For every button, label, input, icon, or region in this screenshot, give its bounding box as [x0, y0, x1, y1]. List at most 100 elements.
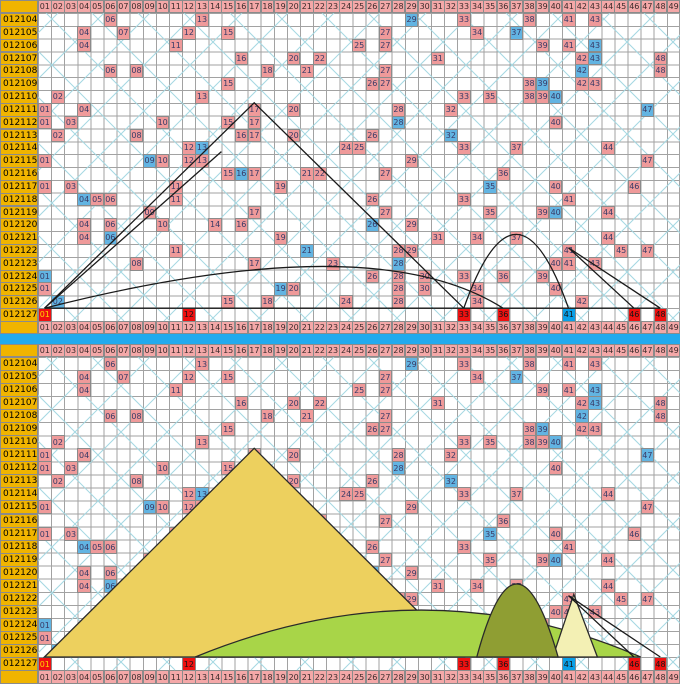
ball-cell: 40 [548, 604, 563, 619]
column-header-cell: 42 [575, 344, 589, 357]
column-header-cell: 29 [404, 344, 419, 357]
ball-cell: 46 [627, 526, 642, 541]
column-header-cell: 05 [90, 0, 104, 13]
column-header-cell: 32 [444, 344, 458, 357]
ball-cell: 03 [64, 179, 78, 194]
ball-cell: 07 [116, 370, 131, 385]
ball-cell: 36 [496, 269, 511, 284]
column-header-cell: 19 [273, 321, 288, 334]
ball-cell: 35 [483, 435, 497, 450]
ball-cell: 43 [588, 357, 602, 372]
ball-cell: 20 [286, 51, 301, 66]
ball-cell: 06 [103, 539, 118, 554]
column-header-cell: 36 [496, 0, 511, 13]
ball-cell: 20 [286, 396, 301, 411]
period-label: 012115 [0, 500, 38, 515]
special-ball-cell: 16 [234, 167, 249, 181]
column-header-cell: 29 [404, 670, 419, 684]
column-header-cell: 27 [378, 321, 393, 334]
column-header-cell: 47 [640, 0, 655, 13]
column-header-cell: 10 [155, 344, 170, 357]
ball-cell: 47 [640, 154, 655, 168]
column-header-cell: 34 [470, 344, 484, 357]
column-header-cell: 11 [169, 321, 183, 334]
period-label: 012108 [0, 409, 38, 424]
period-label: 012117 [0, 526, 38, 541]
column-header-cell: 03 [64, 670, 78, 684]
ball-cell: 48 [653, 409, 668, 424]
special-ball-cell: 40 [548, 205, 563, 220]
period-label: 012121 [0, 231, 38, 245]
column-header-cell: 21 [300, 670, 314, 684]
column-header-cell: 16 [234, 344, 249, 357]
ball-cell: 04 [77, 102, 91, 117]
column-header-cell: 25 [352, 321, 366, 334]
period-label: 012104 [0, 13, 38, 27]
column-header-cell: 04 [77, 344, 91, 357]
special-ball-cell: 43 [588, 383, 602, 398]
column-header-cell: 24 [339, 344, 353, 357]
column-header-cell: 49 [666, 0, 680, 13]
column-header-cell: 01 [38, 344, 52, 357]
column-header-cell: 29 [404, 321, 419, 334]
ball-cell: 32 [444, 448, 458, 463]
ball-cell: 01 [38, 102, 52, 117]
ball-cell: 11 [169, 383, 183, 398]
column-header-cell: 06 [103, 670, 118, 684]
trend-line [568, 247, 661, 309]
column-header-cell: 12 [182, 344, 196, 357]
column-header-cell: 12 [182, 0, 196, 13]
column-header-cell: 28 [391, 0, 406, 13]
column-header-cell: 04 [77, 670, 91, 684]
ball-cell: 38 [522, 435, 537, 450]
ball-cell: 02 [51, 90, 65, 104]
column-header-cell: 45 [614, 670, 628, 684]
column-header-cell: 12 [182, 321, 196, 334]
period-label: 012112 [0, 115, 38, 130]
column-header-cell: 17 [247, 321, 262, 334]
ball-cell: 37 [509, 141, 524, 156]
ball-cell: 25 [352, 487, 366, 502]
mountain-overlay [42, 447, 661, 658]
period-label: 012105 [0, 25, 38, 40]
ball-cell: 39 [535, 269, 550, 284]
ball-cell: 27 [378, 205, 393, 220]
ball-cell: 01 [38, 461, 52, 476]
column-header-cell: 44 [601, 0, 615, 13]
column-header-cell: 22 [313, 0, 327, 13]
column-header-cell: 24 [339, 670, 353, 684]
special-ball-cell: 47 [640, 102, 655, 117]
special-ball-cell: 28 [391, 461, 406, 476]
ball-cell: 34 [470, 295, 484, 310]
ball-cell: 31 [431, 578, 445, 593]
period-label: 012119 [0, 205, 38, 220]
column-header-cell: 31 [431, 321, 445, 334]
column-header-cell: 32 [444, 321, 458, 334]
ball-cell: 28 [391, 295, 406, 310]
column-header-cell: 46 [627, 0, 642, 13]
ball-cell: 04 [77, 231, 91, 245]
column-header-cell: 04 [77, 0, 91, 13]
column-header-cell: 16 [234, 0, 249, 13]
column-header-cell: 25 [352, 344, 366, 357]
trend-line [568, 595, 661, 658]
ball-cell: 17 [247, 205, 262, 220]
ball-cell: 26 [365, 192, 380, 207]
ball-cell: 11 [169, 192, 183, 207]
column-header-cell: 24 [339, 0, 353, 13]
column-header-cell: 41 [562, 670, 576, 684]
period-label: 012105 [0, 370, 38, 385]
ball-cell: 31 [431, 396, 445, 411]
ball-cell: 04 [77, 383, 91, 398]
column-header-cell: 09 [142, 670, 157, 684]
ball-cell: 34 [470, 231, 484, 245]
column-header-cell: 14 [208, 670, 222, 684]
column-header-cell: 15 [221, 0, 235, 13]
ball-cell: 22 [313, 51, 327, 66]
column-header-cell: 21 [300, 0, 314, 13]
ball-cell: 40 [548, 461, 563, 476]
column-header-cell: 28 [391, 670, 406, 684]
separator-band [0, 334, 680, 344]
ball-cell: 01 [38, 500, 52, 515]
special-ball-cell: 21 [300, 243, 314, 258]
